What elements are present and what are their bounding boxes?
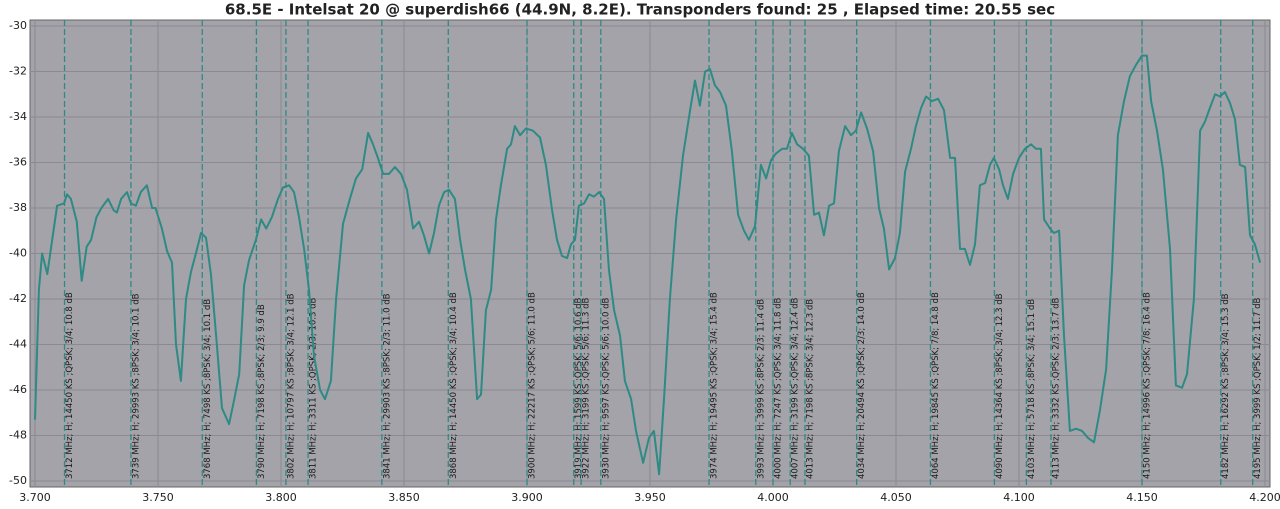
- transponder-label: 4113 MHz; H; 3332 KS ;QPSK; 2/3; 13.7 dB: [1051, 297, 1061, 479]
- x-tick-label: 4.000: [757, 491, 789, 504]
- transponder-label: 3868 MHz; H; 14450 KS ;QPSK; 3/4; 10.4 d…: [449, 292, 459, 479]
- y-tick-label: -50: [9, 474, 27, 487]
- transponder-label: 3993 MHz; H; 3999 KS ;8PSK; 2/3; 11.4 dB: [756, 299, 766, 479]
- transponder-label: 3768 MHz; H; 7498 KS ;8PSK; 3/4; 10.1 dB: [203, 299, 213, 479]
- x-tick-label: 4.050: [880, 491, 912, 504]
- transponder-label: 3919 MHz; H; 1599 KS ;QPSK; 5/6; 10.6 dB: [574, 297, 584, 479]
- x-tick-label: 3.700: [19, 491, 51, 504]
- transponder-label: 3930 MHz; H; 9597 KS ;QPSK; 5/6; 10.0 dB: [601, 297, 611, 479]
- y-tick-label: -30: [9, 19, 27, 32]
- transponder-label: 4090 MHz; H; 14364 KS ;8PSK; 3/4; 12.3 d…: [995, 293, 1005, 479]
- x-tick-label: 3.950: [634, 491, 666, 504]
- transponder-label: 4007 MHz; H; 3199 KS ;QPSK; 3/4; 12.4 dB: [791, 297, 801, 479]
- chart-title: 68.5E - Intelsat 20 @ superdish66 (44.9N…: [225, 1, 1055, 19]
- transponder-label: 4150 MHz; H; 14996 KS ;QPSK; 7/8; 16.4 d…: [1143, 292, 1153, 479]
- x-tick-label: 3.800: [265, 491, 297, 504]
- transponder-label: 4182 MHz; H; 16292 KS ;8PSK; 3/4; 15.3 d…: [1221, 293, 1231, 479]
- transponder-label: 3922 MHz; H; 3199 KS ;QPSK; 5/6; 11.3 dB: [582, 297, 592, 479]
- transponder-label: 3712 MHz; H; 14450 KS ;QPSK; 3/4; 10.8 d…: [65, 292, 75, 479]
- x-tick-label: 4.100: [1003, 491, 1035, 504]
- y-tick-label: -46: [9, 383, 27, 396]
- y-tick-label: -40: [9, 247, 27, 260]
- transponder-label: 3974 MHz; H; 19495 KS ;QPSK; 3/4; 15.4 d…: [710, 292, 720, 479]
- transponder-label: 3739 MHz; H; 29993 KS ;8PSK; 3/4; 10.1 d…: [131, 293, 141, 479]
- x-tick-label: 3.850: [388, 491, 420, 504]
- transponder-label: 4195 MHz; H; 3999 KS ;QPSK; 1/2; 11.7 dB: [1253, 297, 1263, 479]
- spectrum-line: [34, 54, 1262, 476]
- transponder-label: 3790 MHz; H; 7198 KS ;8PSK; 2/3; 9.9 dB: [257, 304, 267, 479]
- transponder-label: 4103 MHz; H; 5718 KS ;8PSK; 3/4; 15.1 dB: [1027, 299, 1037, 479]
- x-tick-label: 4.200: [1249, 491, 1280, 504]
- transponder-label: 4013 MHz; H; 7198 KS ;8PSK; 3/4; 12.3 dB: [805, 299, 815, 479]
- transponder-label: 3841 MHz; H; 29903 KS ;8PSK; 2/3; 11.0 d…: [382, 293, 392, 479]
- y-tick-label: -44: [9, 338, 27, 351]
- x-tick-label: 3.900: [511, 491, 543, 504]
- y-tick-label: -32: [9, 65, 27, 78]
- x-tick-label: 3.750: [142, 491, 174, 504]
- y-tick-label: -36: [9, 156, 27, 169]
- x-tick-label: 4.150: [1126, 491, 1158, 504]
- transponder-label: 3811 MHz; H; 3311 KS ;QPSK; 2/3; 10.3 dB: [309, 297, 319, 479]
- y-tick-label: -42: [9, 292, 27, 305]
- transponder-label: 4064 MHz; H; 19845 KS ;QPSK; 7/8; 14.8 d…: [931, 292, 941, 479]
- transponder-label: 4034 MHz; H; 20494 KS ;QPSK; 2/3; 14.0 d…: [857, 292, 867, 479]
- transponder-label: 3900 MHz; H; 22217 KS ;QPSK; 5/6; 11.0 d…: [528, 292, 538, 479]
- transponder-label: 3802 MHz; H; 10797 KS ;8PSK; 3/4; 12.1 d…: [286, 293, 296, 479]
- transponder-label: 4000 MHz; H; 7247 KS ;QPSK; 3/4; 11.8 dB: [774, 297, 784, 479]
- y-tick-label: -38: [9, 201, 27, 214]
- y-tick-label: -48: [9, 429, 27, 442]
- y-tick-label: -34: [9, 110, 27, 123]
